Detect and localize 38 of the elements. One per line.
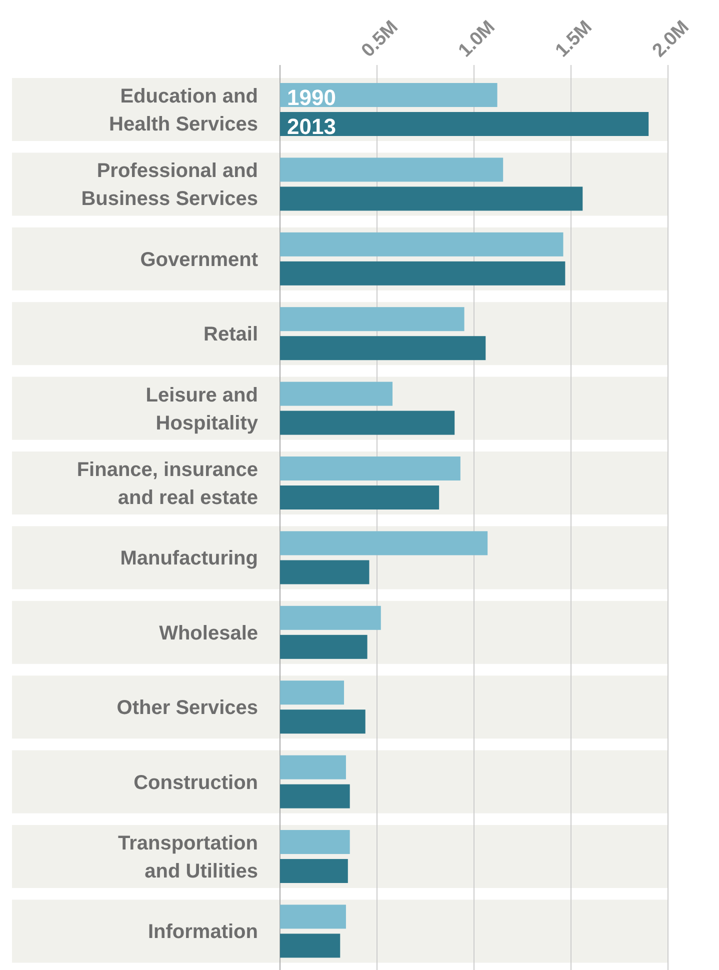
bar bbox=[280, 112, 649, 136]
bar bbox=[280, 606, 381, 630]
y-tick-label: Retail bbox=[204, 324, 258, 346]
bar bbox=[280, 307, 464, 332]
bar bbox=[280, 158, 504, 182]
series-label: 1990 bbox=[287, 85, 336, 110]
bar bbox=[280, 382, 393, 406]
bar bbox=[280, 232, 564, 256]
bar bbox=[280, 456, 460, 480]
bar bbox=[280, 560, 370, 584]
bar bbox=[280, 634, 368, 659]
bar bbox=[280, 859, 348, 883]
bar bbox=[280, 531, 488, 556]
bar bbox=[280, 934, 340, 958]
y-tick-label: Leisure and Hospitality bbox=[146, 384, 259, 434]
bar bbox=[280, 486, 440, 510]
y-tick-label: Transportation and Utilities bbox=[118, 832, 258, 882]
y-tick-label: Information bbox=[148, 921, 258, 944]
bar bbox=[280, 680, 344, 705]
y-tick-label: Government bbox=[140, 248, 258, 271]
bar bbox=[280, 710, 366, 734]
bar bbox=[280, 784, 350, 808]
y-tick-label: Construction bbox=[134, 772, 258, 794]
bar bbox=[280, 830, 350, 854]
bar bbox=[280, 410, 455, 435]
bar bbox=[280, 336, 486, 360]
series-label: 2013 bbox=[287, 114, 336, 139]
bar bbox=[280, 83, 498, 107]
y-tick-label: Finance, insurance and real estate bbox=[76, 459, 258, 509]
bar bbox=[280, 755, 346, 780]
y-tick-label: Other Services bbox=[116, 697, 258, 720]
y-tick-label: Manufacturing bbox=[120, 548, 258, 570]
y-tick-label: Professional and Business Services bbox=[81, 160, 258, 210]
y-tick-label: Education and Health Services bbox=[109, 86, 258, 136]
y-tick-label: Wholesale bbox=[159, 622, 258, 644]
bar bbox=[280, 904, 346, 929]
bar bbox=[280, 186, 583, 211]
bar bbox=[280, 261, 566, 286]
